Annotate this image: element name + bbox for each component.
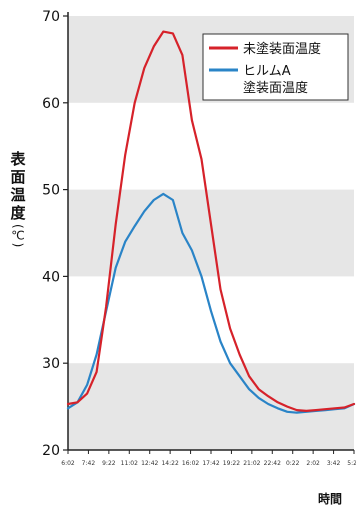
x-tick-label: 17:42 [202, 460, 219, 467]
x-tick-label: 19:22 [223, 460, 240, 467]
legend-label: ヒルムA [243, 64, 291, 79]
x-tick-label: 12:42 [141, 460, 158, 467]
x-tick-label: 6:02 [61, 460, 75, 467]
x-axis: 6:02 7:42 9:22 11:02 12:42 14:22 16:02 17:42 19:… [61, 449, 356, 467]
y-axis-label-char: 度 [10, 204, 26, 222]
x-tick-label: 0:22 [286, 460, 300, 467]
x-tick-label: 22:42 [264, 460, 281, 467]
y-axis-label: 表面温度 (℃) [6, 150, 30, 247]
x-tick-label: 21:02 [243, 460, 260, 467]
y-tick-label: 50 [42, 183, 60, 199]
x-tick-label: 3:42 [327, 460, 341, 467]
legend-label: 塗装面温度 [243, 80, 308, 96]
legend-label: 未塗装面温度 [243, 41, 321, 57]
legend-box [202, 33, 349, 101]
y-tick-label: 20 [42, 443, 60, 459]
y-tick-label: 60 [42, 96, 60, 112]
y-tick-label: 70 [42, 9, 60, 25]
series-lines [66, 30, 356, 414]
y-axis-label-char: 表 [10, 150, 26, 168]
y-tick-label: 40 [42, 269, 60, 285]
x-tick-label: 5:22 [347, 460, 356, 467]
series-line-0 [66, 30, 356, 412]
y-axis: 20 30 40 50 60 70 [42, 9, 69, 459]
y-axis-unit: (℃) [11, 224, 25, 248]
x-tick-label: 16:02 [182, 460, 199, 467]
x-tick-label: 11:02 [121, 460, 138, 467]
x-tick-label: 9:22 [102, 460, 116, 467]
x-tick-label: 14:22 [161, 460, 178, 467]
x-tick-label: 7:42 [82, 460, 96, 467]
y-tick-label: 30 [42, 356, 60, 372]
x-tick-label: 2:02 [306, 460, 320, 467]
x-axis-label: 時間 [318, 492, 343, 506]
y-axis-label-char: 温 [10, 186, 26, 204]
y-axis-label-char: 面 [10, 168, 26, 186]
band [68, 363, 354, 450]
